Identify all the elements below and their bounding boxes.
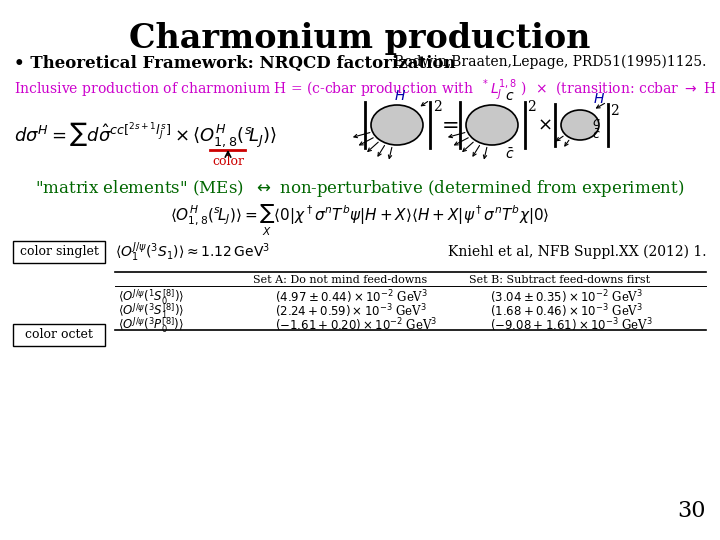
Ellipse shape: [371, 105, 423, 145]
Text: color octet: color octet: [25, 328, 93, 341]
Text: "matrix elements" (MEs)  $\leftrightarrow$ non-perturbative (determined from exp: "matrix elements" (MEs) $\leftrightarrow…: [35, 178, 685, 199]
Text: Charmonium production: Charmonium production: [130, 22, 590, 55]
Text: $H$: $H$: [394, 89, 406, 103]
Text: color: color: [212, 155, 244, 168]
Text: $\bar{c}$: $\bar{c}$: [505, 147, 515, 162]
Text: $\langle O_1^{J/\psi}({}^3S_1)\rangle \approx 1.12\,\mathrm{GeV}^3$: $\langle O_1^{J/\psi}({}^3S_1)\rangle \a…: [115, 240, 270, 264]
Text: $(3.04 \pm 0.35)\times 10^{-2}$ GeV$^3$: $(3.04 \pm 0.35)\times 10^{-2}$ GeV$^3$: [490, 288, 643, 306]
Ellipse shape: [466, 105, 518, 145]
Text: color singlet: color singlet: [19, 246, 99, 259]
Text: Set B: Subtract feed-downs first: Set B: Subtract feed-downs first: [469, 275, 651, 285]
Text: $(2.24 + 0.59)\times 10^{-3}$ GeV$^3$: $(2.24 + 0.59)\times 10^{-3}$ GeV$^3$: [275, 302, 427, 320]
Text: $\langle O^{J/\psi}({}^3P_0^{[8]})\rangle$: $\langle O^{J/\psi}({}^3P_0^{[8]})\rangl…: [118, 316, 184, 335]
Text: 2: 2: [433, 100, 442, 114]
Text: $H$: $H$: [593, 92, 605, 106]
Text: 2: 2: [610, 104, 618, 118]
Text: $d\sigma^H = \sum d\hat{\sigma}^{cc[^{2s+1}l_J^s]} \times \langle O_{1,8}^H({}^s: $d\sigma^H = \sum d\hat{\sigma}^{cc[^{2s…: [14, 120, 277, 148]
Text: $(1.68 + 0.46)\times 10^{-3}$ GeV$^3$: $(1.68 + 0.46)\times 10^{-3}$ GeV$^3$: [490, 302, 643, 320]
Text: • Theoretical Framework: NRQCD factorization: • Theoretical Framework: NRQCD factoriza…: [14, 55, 456, 72]
Text: $\langle O^{J/\psi}({}^3S_1^{[8]})\rangle$: $\langle O^{J/\psi}({}^3S_1^{[8]})\rangl…: [118, 302, 184, 321]
Text: $\langle O^{J/\psi}({}^1S_0^{[8]})\rangle$: $\langle O^{J/\psi}({}^1S_0^{[8]})\rangl…: [118, 288, 184, 307]
Text: Bodwin,Braaten,Lepage, PRD51(1995)1125.: Bodwin,Braaten,Lepage, PRD51(1995)1125.: [394, 55, 706, 70]
Text: $(4.97 \pm 0.44)\times 10^{-2}$ GeV$^3$: $(4.97 \pm 0.44)\times 10^{-2}$ GeV$^3$: [275, 288, 428, 306]
FancyBboxPatch shape: [13, 241, 105, 263]
Text: $\bar{c}$: $\bar{c}$: [592, 128, 600, 142]
Text: 2: 2: [527, 100, 536, 114]
Text: Kniehl et al, NFB Suppl.XX (2012) 1.: Kniehl et al, NFB Suppl.XX (2012) 1.: [448, 245, 706, 259]
Ellipse shape: [561, 110, 599, 140]
Text: $\times$: $\times$: [536, 116, 552, 134]
Text: $(-1.61 + 0.20)\times 10^{-2}$ GeV$^3$: $(-1.61 + 0.20)\times 10^{-2}$ GeV$^3$: [275, 316, 437, 334]
Text: $\langle O_{1,8}^H({}^s\!L_J)\rangle = \sum_X \langle 0|\chi^\dagger \sigma^n T^: $\langle O_{1,8}^H({}^s\!L_J)\rangle = \…: [170, 204, 550, 238]
FancyBboxPatch shape: [13, 324, 105, 346]
Text: $c$: $c$: [592, 116, 600, 129]
Text: $c$: $c$: [505, 89, 515, 103]
Text: Inclusive production of charmonium H = (c-cbar production with  ${}^*L_J^{1,8}$ : Inclusive production of charmonium H = (…: [14, 78, 720, 103]
Text: $=$: $=$: [437, 116, 459, 134]
Text: 30: 30: [678, 500, 706, 522]
Text: $(-9.08 + 1.61)\times 10^{-3}$ GeV$^3$: $(-9.08 + 1.61)\times 10^{-3}$ GeV$^3$: [490, 316, 653, 334]
Text: Set A: Do not mind feed-downs: Set A: Do not mind feed-downs: [253, 275, 427, 285]
